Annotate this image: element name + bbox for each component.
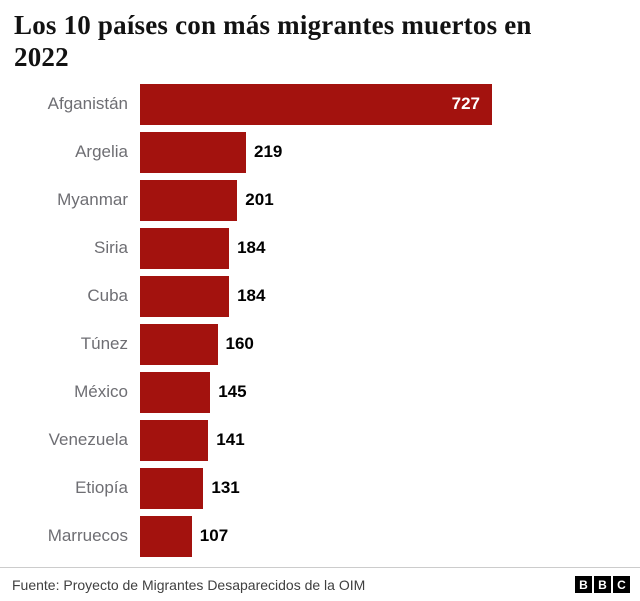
bar-row: Marruecos 107 (0, 515, 640, 557)
bar-track: 219 (140, 131, 640, 173)
category-label: Etiopía (75, 478, 128, 498)
bbc-logo-icon: B B C (575, 576, 630, 593)
bar (140, 515, 192, 557)
value-label: 727 (451, 94, 480, 114)
value-label: 145 (218, 382, 247, 402)
bar-track: 160 (140, 323, 640, 365)
bar-row: Argelia 219 (0, 131, 640, 173)
value-label: 141 (216, 430, 245, 450)
bbc-logo-block-c: C (613, 576, 630, 593)
category-label: Siria (93, 238, 128, 258)
bar-row: Venezuela 141 (0, 419, 640, 461)
bar-track: 145 (140, 371, 640, 413)
bar: 727 (140, 83, 492, 125)
bar-row: Afganistán 727 (0, 83, 640, 125)
value-label: 131 (211, 478, 240, 498)
category-label: Argelia (75, 142, 128, 162)
value-label: 160 (225, 334, 254, 354)
value-label: 184 (237, 238, 266, 258)
bar-track: 131 (140, 467, 640, 509)
category-label: Venezuela (48, 430, 128, 450)
bar (140, 275, 230, 317)
bar-row: Siria 184 (0, 227, 640, 269)
bar-track: 184 (140, 227, 640, 269)
bar (140, 371, 211, 413)
bar-track: 141 (140, 419, 640, 461)
bar (140, 323, 218, 365)
bar-chart: Afganistán 727 Argelia 219 Myanmar 201 Siria 18… (0, 78, 640, 557)
chart-title: Los 10 países con más migrantes muertos … (14, 10, 532, 73)
source-text: Fuente: Proyecto de Migrantes Desapareci… (12, 576, 366, 593)
bar (140, 467, 204, 509)
bar-track: 201 (140, 179, 640, 221)
value-label: 184 (237, 286, 266, 306)
category-label: México (74, 382, 128, 402)
value-label: 107 (199, 526, 229, 546)
bar (140, 419, 209, 461)
footer: Fuente: Proyecto de Migrantes Desapareci… (0, 567, 640, 601)
bar-row: Myanmar 201 (0, 179, 640, 221)
category-label: Marruecos (47, 526, 128, 546)
bar-row: México 145 (0, 371, 640, 413)
bbc-logo-block-b1: B (575, 576, 592, 593)
bar-track: 184 (140, 275, 640, 317)
bar-track: 107 (140, 515, 640, 557)
bar (140, 131, 246, 173)
category-label: Túnez (80, 334, 128, 354)
bar (140, 227, 230, 269)
bbc-logo-block-b2: B (594, 576, 611, 593)
bar-row: Etiopía 131 (0, 467, 640, 509)
bar-track: 727 (140, 83, 640, 125)
bar-row: Túnez 160 (0, 323, 640, 365)
category-label: Cuba (87, 286, 128, 306)
value-label: 201 (245, 190, 274, 210)
category-label: Myanmar (57, 190, 128, 210)
value-label: 219 (254, 142, 283, 162)
category-label: Afganistán (47, 94, 128, 114)
bar (140, 179, 238, 221)
bar-row: Cuba 184 (0, 275, 640, 317)
